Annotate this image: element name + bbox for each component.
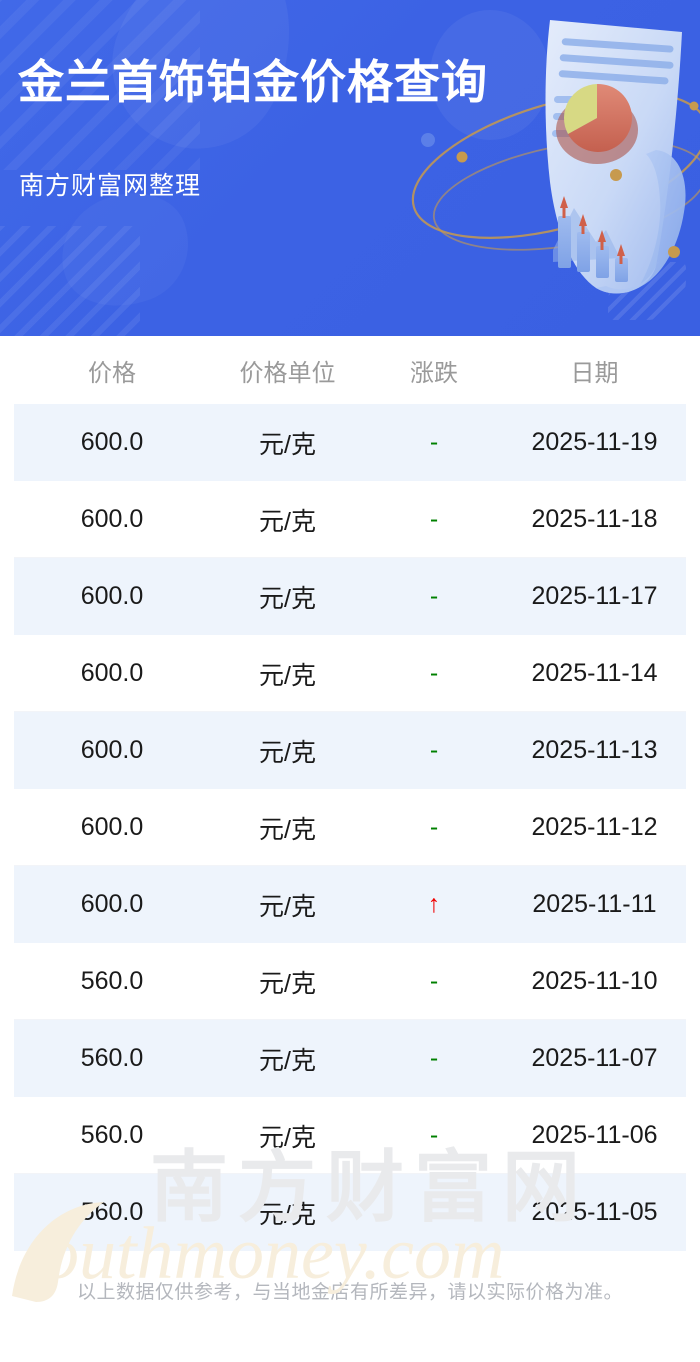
cell-change-flat: - bbox=[365, 582, 503, 611]
cell-price: 600.0 bbox=[80, 659, 144, 687]
cell-change-flat: - bbox=[365, 505, 503, 534]
cell-date: 2025-11-05 bbox=[531, 1198, 658, 1226]
table-row: 560.0 元/克 - 2025-11-07 bbox=[14, 1020, 686, 1097]
dash-icon: - bbox=[429, 505, 439, 533]
table-row: 600.0 元/克 - 2025-11-18 bbox=[14, 481, 686, 558]
cell-price: 600.0 bbox=[80, 813, 144, 841]
table-header-row: 价格 价格单位 涨跌 日期 bbox=[14, 336, 686, 404]
disclaimer-footer: 以上数据仅供参考，与当地金店有所差异，请以实际价格为准。 bbox=[76, 1282, 623, 1303]
cell-price: 560.0 bbox=[80, 1044, 144, 1072]
cell-unit: 元/克 bbox=[259, 1123, 316, 1152]
cell-change-up-icon: ↑ bbox=[365, 890, 503, 919]
page-title: 金兰首饰铂金价格查询 bbox=[18, 56, 488, 108]
cell-date: 2025-11-19 bbox=[531, 428, 658, 456]
cell-unit: 元/克 bbox=[259, 430, 316, 459]
column-header-price: 价格 bbox=[88, 359, 136, 387]
cell-unit: 元/克 bbox=[259, 507, 316, 536]
table-row: 560.0 元/克 - 2025-11-10 bbox=[14, 943, 686, 1020]
cell-price: 600.0 bbox=[80, 428, 144, 456]
cell-price: 560.0 bbox=[80, 1121, 144, 1149]
cell-change-flat: - bbox=[365, 813, 503, 842]
table-row: 560.0 元/克 - 2025-11-05 bbox=[14, 1174, 686, 1251]
cell-date: 2025-11-07 bbox=[531, 1044, 658, 1072]
cell-price: 600.0 bbox=[80, 505, 144, 533]
dash-icon: - bbox=[429, 659, 439, 687]
cell-unit: 元/克 bbox=[259, 815, 316, 844]
cell-date: 2025-11-12 bbox=[531, 813, 658, 841]
cell-price: 600.0 bbox=[80, 736, 144, 764]
table-row: 600.0 元/克 ↑ 2025-11-11 bbox=[14, 866, 686, 943]
cell-change-flat: - bbox=[365, 659, 503, 688]
dash-icon: - bbox=[429, 736, 439, 764]
dash-icon: - bbox=[429, 582, 439, 610]
dash-icon: - bbox=[429, 1198, 439, 1226]
table-row: 600.0 元/克 - 2025-11-17 bbox=[14, 558, 686, 635]
cell-change-flat: - bbox=[365, 967, 503, 996]
price-table: 价格 价格单位 涨跌 日期 600.0 元/克 - 2025-11-19 600.0 元/… bbox=[0, 336, 700, 1302]
table-row: 600.0 元/克 - 2025-11-14 bbox=[14, 635, 686, 712]
cell-unit: 元/克 bbox=[259, 738, 316, 767]
cell-date: 2025-11-10 bbox=[531, 967, 658, 995]
dash-icon: - bbox=[429, 1121, 439, 1149]
cell-price: 560.0 bbox=[80, 1198, 144, 1226]
decor-blob-2 bbox=[430, 10, 550, 140]
column-header-date: 日期 bbox=[570, 359, 619, 387]
cell-unit: 元/克 bbox=[259, 969, 316, 998]
page-subtitle: 南方财富网整理 bbox=[19, 172, 202, 200]
cell-change-flat: - bbox=[365, 428, 503, 457]
table-row: 600.0 元/克 - 2025-11-13 bbox=[14, 712, 686, 789]
cell-date: 2025-11-11 bbox=[532, 890, 657, 918]
cell-unit: 元/克 bbox=[259, 661, 316, 690]
cell-date: 2025-11-17 bbox=[531, 582, 658, 610]
cell-unit: 元/克 bbox=[259, 892, 316, 921]
dash-icon: - bbox=[429, 1044, 439, 1072]
page-banner: 金兰首饰铂金价格查询 南方财富网整理 bbox=[0, 0, 700, 336]
financial-report-illustration-icon bbox=[411, 20, 700, 294]
cell-date: 2025-11-18 bbox=[531, 505, 658, 533]
cell-change-flat: - bbox=[365, 1121, 503, 1150]
cell-change-flat: - bbox=[365, 736, 503, 765]
cell-unit: 元/克 bbox=[259, 1046, 316, 1075]
cell-price: 600.0 bbox=[80, 890, 144, 918]
table-row: 560.0 元/克 - 2025-11-06 bbox=[14, 1097, 686, 1174]
cell-price: 600.0 bbox=[80, 582, 144, 610]
cell-unit: 元/克 bbox=[259, 584, 316, 613]
cell-price: 560.0 bbox=[80, 967, 144, 995]
dash-icon: - bbox=[429, 428, 439, 456]
table-row: 600.0 元/克 - 2025-11-19 bbox=[14, 404, 686, 481]
cell-date: 2025-11-13 bbox=[531, 736, 658, 764]
dash-icon: - bbox=[429, 813, 439, 841]
cell-change-flat: - bbox=[365, 1198, 503, 1227]
cell-unit: 元/克 bbox=[259, 1200, 316, 1229]
arrow-up-icon: ↑ bbox=[427, 890, 441, 918]
cell-date: 2025-11-14 bbox=[531, 659, 658, 687]
dash-icon: - bbox=[429, 967, 439, 995]
column-header-change: 涨跌 bbox=[410, 359, 458, 387]
cell-change-flat: - bbox=[365, 1044, 503, 1073]
column-header-unit: 价格单位 bbox=[239, 359, 336, 387]
table-row: 600.0 元/克 - 2025-11-12 bbox=[14, 789, 686, 866]
cell-date: 2025-11-06 bbox=[531, 1121, 658, 1149]
